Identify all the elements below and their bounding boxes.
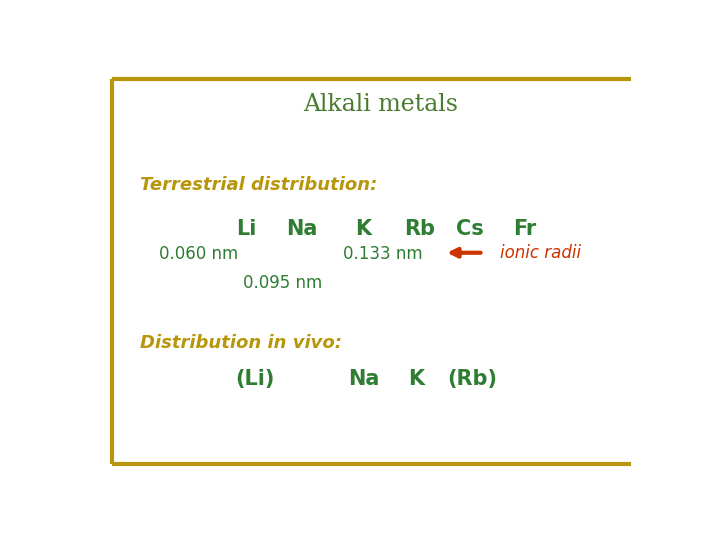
Text: K: K xyxy=(408,369,425,389)
Text: (Rb): (Rb) xyxy=(447,369,498,389)
Text: K: K xyxy=(356,219,372,239)
Text: Na: Na xyxy=(348,369,379,389)
Text: ionic radii: ionic radii xyxy=(500,244,581,262)
Text: Distribution in vivo:: Distribution in vivo: xyxy=(140,334,342,353)
Text: (Li): (Li) xyxy=(235,369,274,389)
Text: Terrestrial distribution:: Terrestrial distribution: xyxy=(140,177,377,194)
Text: Cs: Cs xyxy=(456,219,483,239)
Text: Fr: Fr xyxy=(513,219,537,239)
Text: 0.095 nm: 0.095 nm xyxy=(243,274,322,292)
Text: Na: Na xyxy=(287,219,318,239)
Text: 0.060 nm: 0.060 nm xyxy=(159,245,238,263)
Text: Alkali metals: Alkali metals xyxy=(302,93,458,116)
Text: Rb: Rb xyxy=(404,219,435,239)
Text: 0.133 nm: 0.133 nm xyxy=(343,245,423,263)
Text: Li: Li xyxy=(236,219,256,239)
